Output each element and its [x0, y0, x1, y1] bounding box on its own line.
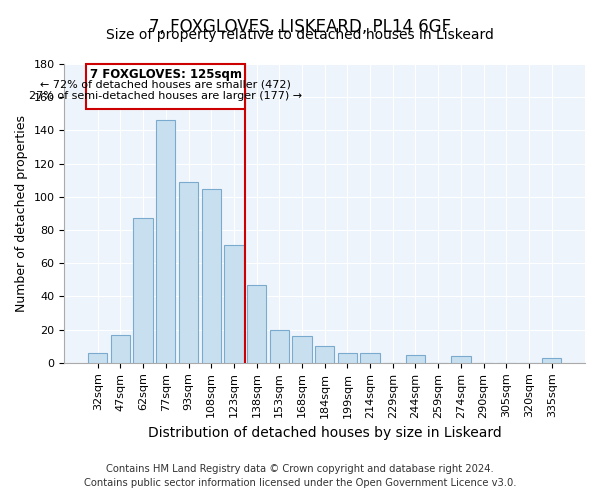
Bar	[202, 188, 221, 363]
Bar	[111, 334, 130, 363]
Bar	[361, 353, 380, 363]
Bar	[88, 353, 107, 363]
Bar	[247, 285, 266, 363]
Bar	[338, 353, 357, 363]
Bar	[133, 218, 153, 363]
Bar	[292, 336, 311, 363]
Text: Size of property relative to detached houses in Liskeard: Size of property relative to detached ho…	[106, 28, 494, 42]
Text: 27% of semi-detached houses are larger (177) →: 27% of semi-detached houses are larger (…	[29, 92, 302, 102]
Text: 7, FOXGLOVES, LISKEARD, PL14 6GF: 7, FOXGLOVES, LISKEARD, PL14 6GF	[149, 18, 451, 36]
Bar	[269, 330, 289, 363]
Bar	[451, 356, 470, 363]
FancyBboxPatch shape	[86, 64, 245, 109]
Bar	[315, 346, 334, 363]
Y-axis label: Number of detached properties: Number of detached properties	[15, 115, 28, 312]
Text: ← 72% of detached houses are smaller (472): ← 72% of detached houses are smaller (47…	[40, 80, 291, 90]
Text: Contains HM Land Registry data © Crown copyright and database right 2024.
Contai: Contains HM Land Registry data © Crown c…	[84, 464, 516, 487]
Bar	[179, 182, 198, 363]
Bar	[224, 245, 244, 363]
Bar	[156, 120, 175, 363]
Bar	[542, 358, 562, 363]
X-axis label: Distribution of detached houses by size in Liskeard: Distribution of detached houses by size …	[148, 426, 502, 440]
Text: 7 FOXGLOVES: 125sqm: 7 FOXGLOVES: 125sqm	[90, 68, 242, 81]
Bar	[406, 354, 425, 363]
